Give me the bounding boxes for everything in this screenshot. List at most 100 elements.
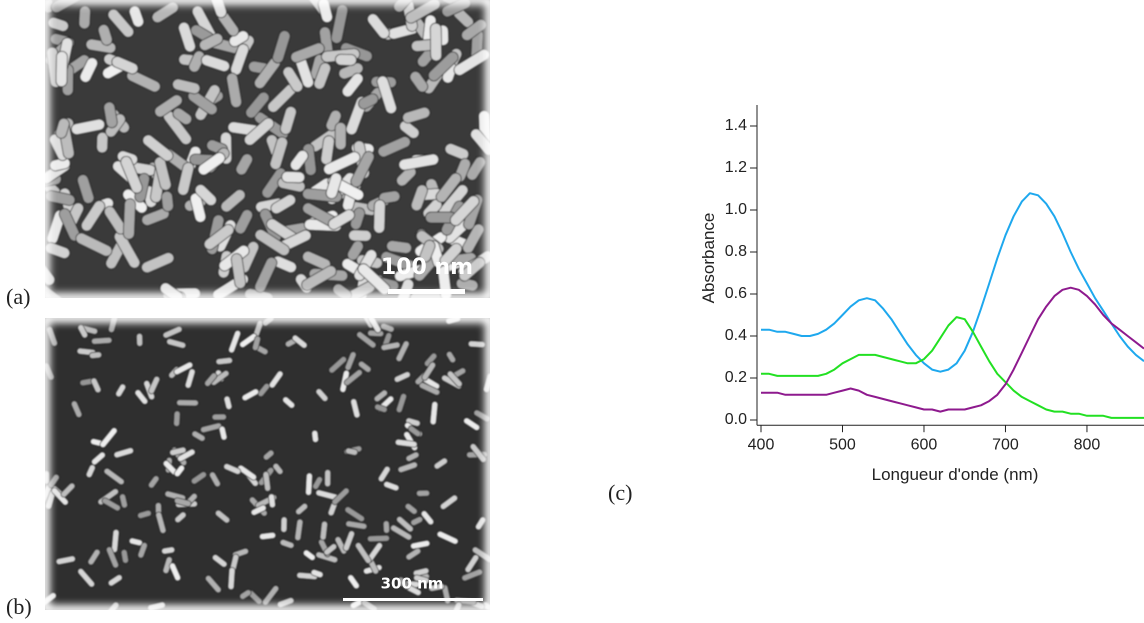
panel-label: (b) [6,594,32,619]
nanorod [239,589,252,600]
nanorod [173,497,192,507]
nanorod [228,330,242,354]
scale-bar-label: 300 nm [381,575,444,593]
nanorod [373,389,388,403]
nanorod [380,322,395,333]
nanorod [268,370,284,389]
nanorod [334,121,347,151]
nanorod [390,524,413,541]
nanorod [344,351,357,371]
nanorod [223,463,242,475]
nanorod [310,569,324,579]
nanorod [291,334,308,349]
nanorod [90,377,102,394]
nanorod [178,21,196,53]
nanorod [334,53,357,66]
nanorod [377,465,391,483]
y-axis-label: Absorbance [699,213,718,304]
nanorod [357,360,372,373]
nanorod [420,510,435,526]
y-tick-label: 1.4 [725,117,747,134]
nanorod [410,540,431,550]
nanorod [386,240,413,254]
nanorod [80,200,106,232]
nanorod [464,554,480,573]
nanorod [279,539,295,549]
nanorod [103,101,118,129]
nanorod [173,410,181,427]
nanorod [405,547,422,561]
nanorod [70,118,106,136]
nanorod [188,50,205,73]
x-tick-label: 600 [911,436,938,453]
nanorod [374,403,388,413]
nanorod [169,562,182,582]
nanorod [235,153,253,176]
nanorod [218,425,228,441]
spectrum-line [761,286,1144,413]
nanorod [435,172,462,203]
nanorod [399,120,420,139]
nanorod [120,155,143,194]
nanorod [203,224,235,251]
nanorod [107,574,123,587]
nanorod [77,568,96,588]
nanorod [105,546,119,569]
nanorod [142,134,174,162]
nanorod [172,107,193,125]
nanorod [290,42,325,64]
nanorod [214,509,231,524]
nanorod [272,462,284,475]
nanorod [341,72,364,98]
nanorod [393,371,411,383]
nanorod [463,417,481,431]
nanorod [205,575,222,594]
nanorod [343,369,363,386]
nanorod [280,516,288,533]
nanorod [398,153,440,171]
nanorod [237,464,257,481]
nanorod [169,446,187,456]
nanorod [404,503,418,515]
nanorod [324,469,332,488]
nanorod [413,574,430,584]
nanorod [410,184,428,212]
nanorod [376,75,397,115]
scale-bar-label: 100 nm [381,255,473,280]
nanorod [439,242,463,267]
nanorod [282,396,296,409]
nanorod [407,425,422,438]
nanorod [302,549,316,561]
nanorod [234,209,254,235]
nanorod [397,461,418,473]
nanorod [429,401,439,426]
nanorod [312,476,323,490]
y-tick-label: 0.8 [725,243,747,260]
nanorod [373,199,386,234]
x-tick-label: 400 [748,436,775,453]
nanorod [378,190,401,204]
nanorod [348,229,372,242]
nanorod [433,457,448,470]
nanorod [367,13,390,40]
nanorod [241,388,260,402]
nanorod [281,171,306,184]
nanorod [294,518,304,542]
nanorod [416,489,431,497]
nanorod [358,93,379,110]
nanorod [211,554,228,568]
nanorod [126,69,161,93]
nanorod [347,240,364,261]
nanorod [194,184,217,206]
nanorod [223,395,233,410]
nanorod [259,531,277,541]
nanorod [134,389,149,405]
nanorod [91,451,106,466]
nanorod [382,520,390,534]
nanorod [111,56,139,75]
nanorod [331,487,350,506]
nanorod [397,576,410,590]
nanorod [412,567,430,577]
nanorod [458,256,486,282]
x-axis-label: Longueur d'onde (nm) [872,465,1039,484]
